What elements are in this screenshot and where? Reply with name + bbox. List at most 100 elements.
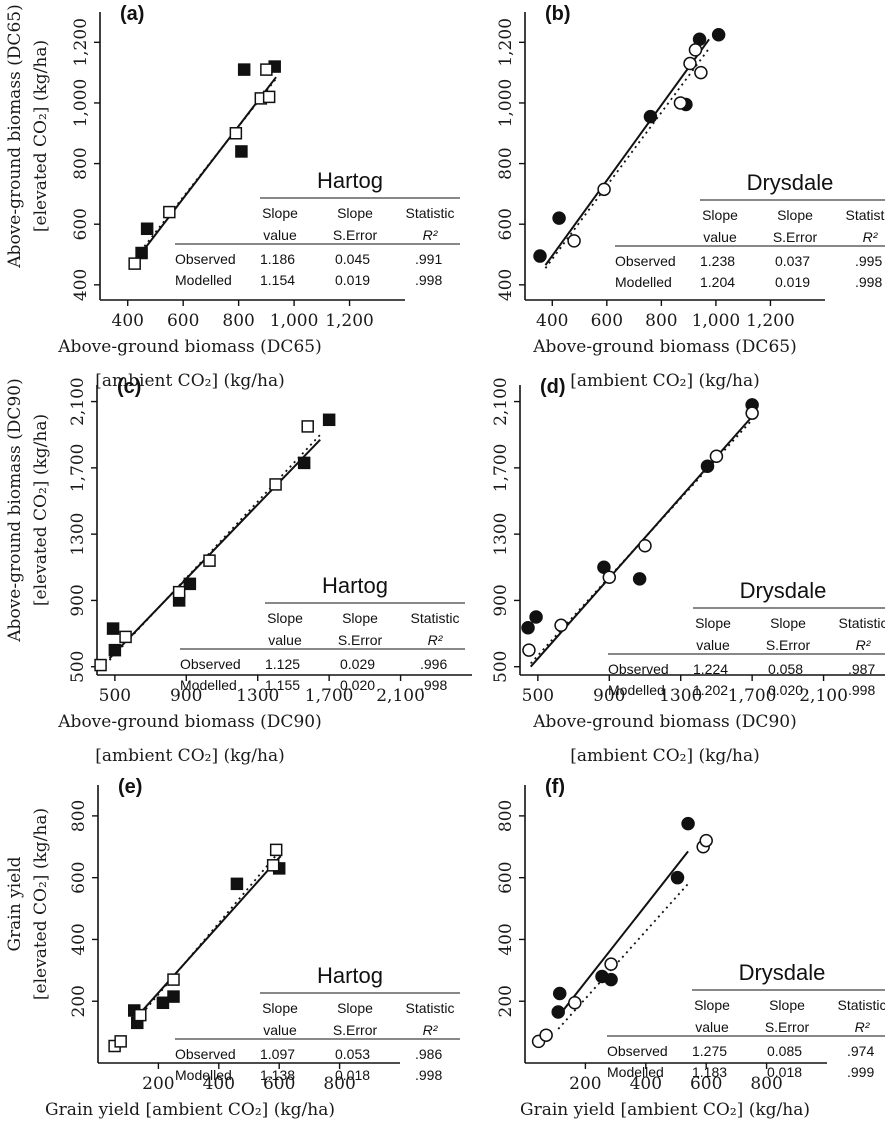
- x-axis-title: [ambient CO₂] (kg/ha): [95, 371, 285, 391]
- data-point-modelled: [688, 43, 703, 57]
- data-point-observed: [632, 572, 647, 586]
- table-cell: .974: [847, 1043, 874, 1059]
- table-row-label: Modelled: [607, 1064, 664, 1080]
- table-cell: .998: [420, 677, 447, 693]
- data-point-modelled: [638, 538, 652, 553]
- table-cell: 1.125: [265, 656, 300, 672]
- data-point-modelled: [694, 65, 708, 80]
- data-point-observed: [156, 996, 170, 1010]
- data-point-modelled: [134, 1008, 147, 1022]
- table-row-label: Modelled: [175, 272, 232, 288]
- table-cell: 1.155: [265, 677, 300, 693]
- table-row-label: Observed: [180, 656, 241, 672]
- x-axis-title: Above-ground biomass (DC65): [532, 337, 796, 357]
- table-cell: 0.045: [335, 251, 370, 267]
- y-tick-label: 800: [69, 800, 89, 832]
- fit-line-observed: [133, 855, 282, 1021]
- table-header-sub: S.Error: [333, 1022, 378, 1038]
- panel-label: (f): [545, 776, 565, 798]
- stats-table: Drysdale Slope Slope Statistic value S.Error R…: [607, 960, 885, 1080]
- table-row-label: Observed: [615, 253, 676, 269]
- data-point-modelled: [269, 843, 283, 857]
- data-point-modelled: [745, 406, 759, 420]
- y-tick-label: 500: [491, 650, 511, 682]
- x-tick-label: 400: [203, 1074, 235, 1094]
- table-cell: 1.154: [260, 272, 295, 288]
- x-tick-label: 400: [112, 311, 144, 331]
- table-header: Slope: [337, 205, 373, 221]
- data-point-observed: [230, 877, 244, 891]
- stats-table: Drysdale Slope Slope Statistic value S.Error R…: [608, 578, 885, 698]
- table-cell: 1.204: [700, 274, 735, 290]
- panel-label: (b): [545, 3, 571, 25]
- y-tick-label: 200: [69, 985, 89, 1017]
- table-header-sub: R²: [856, 637, 872, 653]
- data-point-observed: [700, 459, 715, 473]
- table-row-label: Observed: [175, 251, 236, 267]
- panel-e: 200 400 600 800 200 400 600 800 (e) Grain yield […: [5, 776, 460, 1120]
- stats-table: Hartog Slope Slope Statistic value S.Error R² O…: [175, 168, 460, 288]
- table-cell: 1.138: [260, 1067, 295, 1083]
- table-header: Slope: [770, 615, 806, 631]
- y-tick-label: 400: [71, 269, 91, 301]
- fit-line-modelled: [544, 47, 710, 269]
- table-header: Slope: [262, 205, 298, 221]
- table-header-sub: S.Error: [765, 1019, 810, 1035]
- y-tick-label: 900: [491, 584, 511, 616]
- data-point-modelled: [128, 257, 141, 270]
- data-point-observed: [135, 246, 148, 260]
- table-cell: .996: [420, 656, 447, 672]
- data-point-modelled: [269, 478, 282, 491]
- x-axis-title: Grain yield [ambient CO₂] (kg/ha): [520, 1100, 810, 1120]
- data-point-modelled: [554, 618, 568, 633]
- y-tick-label: 1,700: [491, 444, 511, 493]
- table-cell: 0.018: [767, 1064, 802, 1080]
- table-cell: 0.037: [775, 253, 810, 269]
- x-tick-label: 400: [536, 311, 568, 331]
- panels-layer: 400 600 800 1,000 1,2004006008001,0001,200(a…: [5, 3, 885, 1120]
- fit-line-observed: [557, 850, 689, 1018]
- table-cell: .998: [415, 1067, 442, 1083]
- panel-label: (c): [117, 376, 141, 398]
- data-point-modelled: [709, 449, 724, 464]
- table-row-label: Modelled: [615, 274, 672, 290]
- y-tick-label: 600: [496, 208, 516, 240]
- x-tick-label: 1,000: [692, 311, 741, 331]
- x-axis-title: [ambient CO₂] (kg/ha): [95, 746, 285, 766]
- table-header: Slope: [695, 615, 731, 631]
- table-row-label: Observed: [608, 661, 669, 677]
- data-point-observed: [670, 870, 685, 885]
- data-point-modelled: [119, 630, 132, 644]
- y-tick-label: 1300: [491, 513, 511, 556]
- fit-line-observed: [108, 438, 321, 660]
- y-tick-label: 1,000: [71, 79, 91, 128]
- data-point-modelled: [604, 957, 618, 971]
- y-tick-label: 1,000: [496, 79, 516, 128]
- table-header-sub: S.Error: [333, 227, 378, 243]
- y-axis-title: [elevated CO₂] (kg/ha): [31, 40, 51, 232]
- table-cell: .986: [415, 1046, 442, 1062]
- x-axis-title: [ambient CO₂] (kg/ha): [570, 371, 760, 391]
- data-point-observed: [604, 972, 618, 987]
- y-tick-label: 200: [496, 985, 516, 1017]
- x-tick-label: 900: [170, 686, 202, 706]
- table-cell: 0.020: [768, 682, 803, 698]
- table-header: Slope: [262, 1000, 298, 1016]
- table-cell: 0.018: [335, 1067, 370, 1083]
- stats-table: Drysdale Slope Slope Statistic value S.Error R…: [615, 170, 885, 290]
- table-header-sub: R²: [423, 1022, 439, 1038]
- table-header-sub: S.Error: [773, 229, 818, 245]
- x-tick-label: 200: [569, 1074, 601, 1094]
- y-tick-label: 400: [69, 923, 89, 955]
- table-cell: 0.019: [775, 274, 810, 290]
- data-point-modelled: [597, 182, 611, 197]
- table-cell: .999: [847, 1064, 874, 1080]
- data-point-observed: [681, 816, 695, 831]
- x-axis-title: [ambient CO₂] (kg/ha): [570, 746, 760, 766]
- y-axis-title: Above-ground biomass (DC65): [5, 4, 25, 268]
- y-tick-label: 1300: [68, 513, 88, 556]
- panel-f: 200 400 600 800 200 400 600 800 (f) Grain yield […: [496, 776, 885, 1120]
- x-tick-label: 500: [522, 686, 554, 706]
- panel-label: (a): [120, 3, 144, 25]
- table-cell: .998: [415, 272, 442, 288]
